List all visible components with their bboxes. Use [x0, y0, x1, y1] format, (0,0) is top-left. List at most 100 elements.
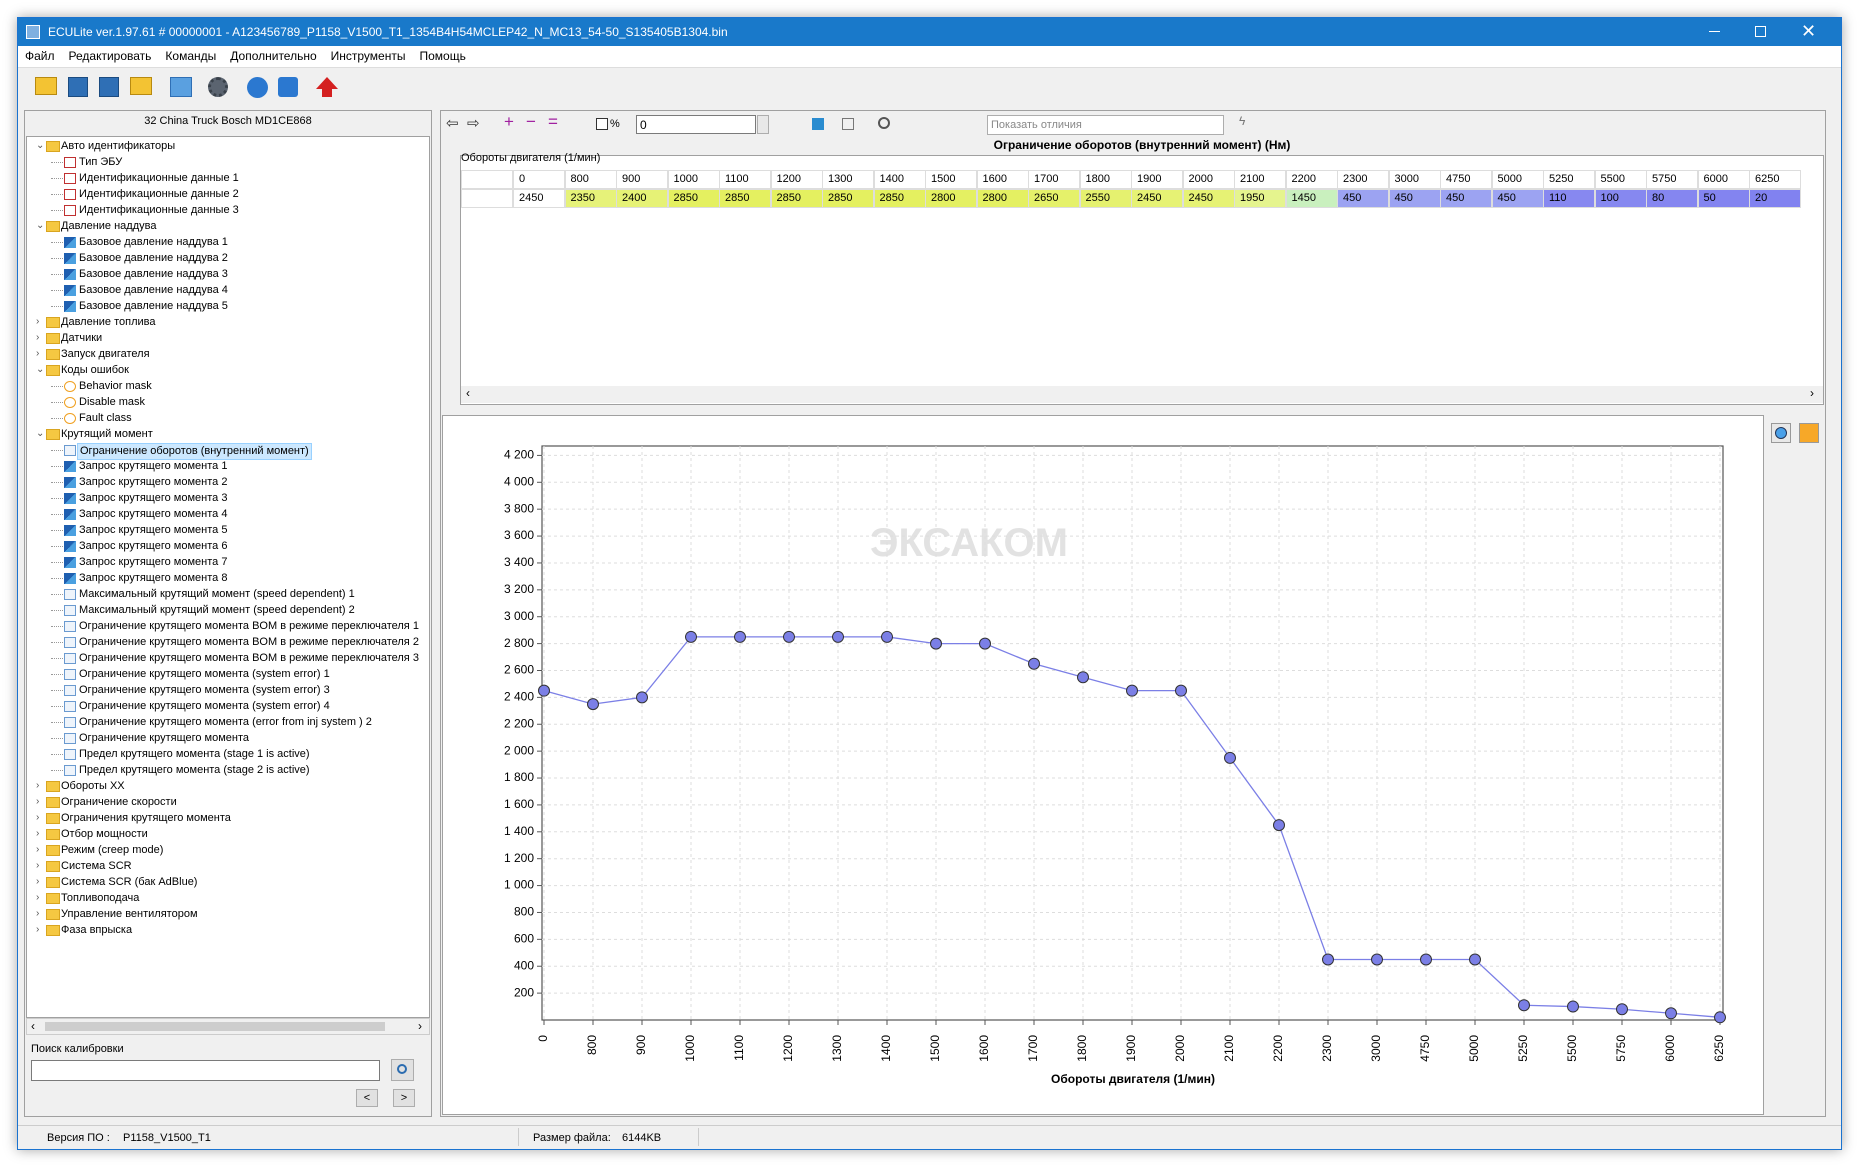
tree-item[interactable]: Предел крутящего момента (stage 1 is act… [79, 748, 310, 760]
tree-item[interactable]: Ограничение крутящего момента BOM в режи… [79, 620, 419, 632]
settings-icon[interactable] [208, 77, 228, 97]
tree-expander[interactable]: › [36, 796, 40, 807]
scroll-left[interactable]: ‹ [31, 1019, 35, 1033]
tree-item[interactable]: Идентификационные данные 2 [79, 188, 239, 200]
forward-icon[interactable]: ⇨ [467, 115, 480, 132]
tree-item[interactable]: Тип ЭБУ [79, 156, 123, 168]
tree-item[interactable]: Fault class [79, 412, 132, 424]
table-cell[interactable]: 80 [1646, 189, 1698, 208]
tree-expander[interactable]: › [36, 908, 40, 919]
nav-button[interactable]: > [393, 1089, 415, 1107]
tree-group[interactable]: Управление вентилятором [61, 908, 198, 920]
table-cell[interactable]: 1450 [1285, 189, 1338, 208]
tree-item[interactable]: Запрос крутящего момента 6 [79, 540, 228, 552]
tree-expander[interactable]: › [36, 316, 40, 327]
tree-expander[interactable]: ⌄ [36, 428, 45, 439]
table-cell[interactable]: 2850 [873, 189, 926, 208]
tree-group[interactable]: Ограничение скорости [61, 796, 177, 808]
table-cell[interactable]: 450 [1388, 189, 1441, 208]
tree-expander[interactable]: › [36, 348, 40, 359]
back-icon[interactable]: ⇦ [446, 115, 459, 132]
search-button[interactable] [391, 1059, 414, 1081]
tree-item[interactable]: Ограничение крутящего момента (error fro… [79, 716, 372, 728]
tree-item[interactable]: Ограничение крутящего момента [79, 732, 250, 744]
nav-button[interactable]: < [356, 1089, 378, 1107]
tree-group[interactable]: Система SCR (бак AdBlue) [61, 876, 198, 888]
table-cell[interactable]: 450 [1440, 189, 1492, 208]
table-cell[interactable]: 2350 [564, 189, 617, 208]
zoom-icon[interactable] [878, 117, 890, 129]
tree-item[interactable]: Ограничение крутящего момента (system er… [79, 700, 330, 712]
tree-expander[interactable]: ⌄ [36, 140, 45, 151]
menu-item[interactable]: Дополнительно [230, 49, 317, 63]
tree-group[interactable]: Коды ошибок [61, 364, 129, 376]
minus-icon[interactable]: − [526, 112, 536, 131]
table-cell[interactable]: 20 [1749, 189, 1801, 208]
save-icon[interactable] [68, 77, 88, 97]
menu-item[interactable]: Помощь [419, 49, 466, 63]
close-button[interactable]: ✕ [1801, 21, 1817, 41]
tree-group[interactable]: Система SCR [61, 860, 132, 872]
tree-item[interactable]: Запрос крутящего момента 7 [79, 556, 228, 568]
open-icon[interactable] [35, 77, 57, 95]
table-cell[interactable]: 50 [1697, 189, 1750, 208]
percent-checkbox[interactable] [596, 118, 608, 130]
diff-dropdown[interactable]: Показать отличия [987, 115, 1224, 135]
table-cell[interactable]: 450 [1491, 189, 1544, 208]
table-cell[interactable]: 2550 [1079, 189, 1132, 208]
info-icon[interactable] [278, 77, 298, 97]
tree-item[interactable]: Базовое давление наддува 4 [79, 284, 228, 296]
marker-toggle[interactable] [1771, 423, 1791, 443]
tree-item[interactable]: Запрос крутящего момента 8 [79, 572, 228, 584]
help-icon[interactable] [247, 77, 268, 98]
equals-icon[interactable]: = [548, 112, 558, 131]
tree-expander[interactable]: › [36, 332, 40, 343]
scroll-right[interactable]: › [418, 1019, 422, 1033]
compare-icon[interactable] [170, 77, 192, 97]
menu-item[interactable]: Команды [165, 49, 217, 63]
table-cell[interactable]: 450 [1337, 189, 1389, 208]
tree-item[interactable]: Disable mask [79, 396, 146, 408]
value-input[interactable]: 0 [636, 115, 756, 134]
tree-item[interactable]: Ограничение крутящего момента BOM в режи… [79, 652, 419, 664]
folder-icon[interactable] [130, 77, 152, 95]
table-cell[interactable]: 2850 [667, 189, 720, 208]
menu-item[interactable]: Инструменты [330, 49, 406, 63]
copy-icon[interactable] [842, 118, 854, 130]
tree-expander[interactable]: › [36, 876, 40, 887]
tree-group[interactable]: Запуск двигателя [61, 348, 150, 360]
tree-expander[interactable]: › [36, 892, 40, 903]
tree-expander[interactable]: › [36, 828, 40, 839]
bar-toggle[interactable] [1799, 423, 1819, 443]
tree-expander[interactable]: › [36, 860, 40, 871]
scroll-right[interactable]: › [1810, 386, 1814, 400]
tree-item[interactable]: Запрос крутящего момента 4 [79, 508, 228, 520]
grid-icon[interactable] [812, 118, 824, 130]
tree-group[interactable]: Давление наддува [61, 220, 157, 232]
table-cell[interactable]: 2800 [925, 189, 977, 208]
tree-item[interactable]: Ограничение крутящего момента (system er… [79, 668, 330, 680]
tree-expander[interactable]: ⌄ [36, 364, 45, 375]
spin-button[interactable] [757, 115, 769, 134]
table-cell[interactable]: 2800 [976, 189, 1029, 208]
tree-item[interactable]: Ограничение оборотов (внутренний момент) [77, 443, 312, 460]
table-cell[interactable]: 2850 [719, 189, 771, 208]
tree-expander[interactable]: › [36, 812, 40, 823]
scroll-thumb[interactable] [45, 1022, 385, 1031]
table-cell[interactable]: 110 [1543, 189, 1595, 208]
menu-item[interactable]: Файл [25, 49, 55, 63]
table-cell[interactable]: 2850 [822, 189, 874, 208]
menu-item[interactable]: Редактировать [68, 49, 152, 63]
tree-item[interactable]: Максимальный крутящий момент (speed depe… [79, 588, 355, 600]
table-cell[interactable]: 2450 [1182, 189, 1235, 208]
tree-group[interactable]: Обороты XX [61, 780, 125, 792]
tree-expander[interactable]: › [36, 924, 40, 935]
tree-item[interactable]: Идентификационные данные 1 [79, 172, 239, 184]
tree-item[interactable]: Ограничение крутящего момента (system er… [79, 684, 330, 696]
tree-item[interactable]: Базовое давление наддува 5 [79, 300, 228, 312]
tree-expander[interactable]: › [36, 844, 40, 855]
tree-item[interactable]: Базовое давление наддува 2 [79, 252, 228, 264]
tree-item[interactable]: Запрос крутящего момента 5 [79, 524, 228, 536]
tree-item[interactable]: Запрос крутящего момента 2 [79, 476, 228, 488]
table-cell[interactable]: 100 [1594, 189, 1647, 208]
